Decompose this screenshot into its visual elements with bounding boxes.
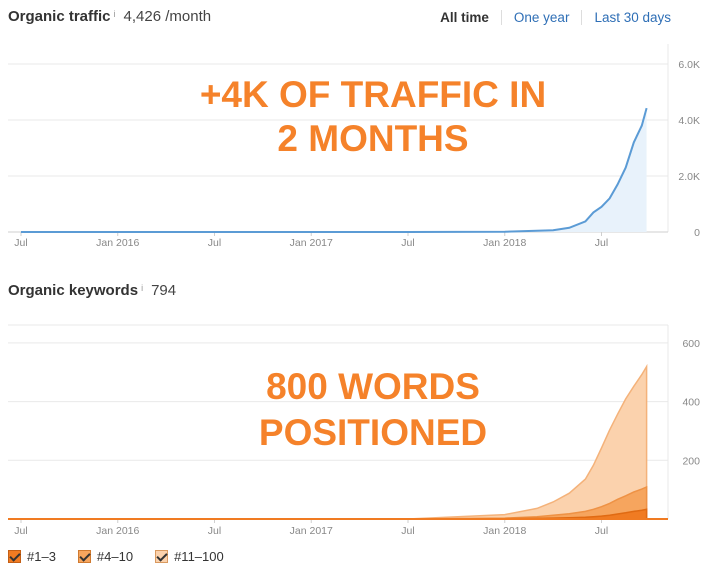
y-tick-label: 600 xyxy=(682,338,700,350)
overlay-texts: +4K OF TRAFFIC IN 2 MONTHS 800 WORDS POS… xyxy=(200,74,546,453)
y-tick-label: 400 xyxy=(682,397,700,409)
series-4-10-area xyxy=(21,485,648,520)
legend-item-11-100[interactable]: #11–100 xyxy=(155,549,224,564)
traffic-overlay-line1: +4K OF TRAFFIC IN xyxy=(200,74,546,115)
x-tick-label: Jul xyxy=(595,525,608,537)
traffic-title: Organic traffic xyxy=(8,8,111,25)
traffic-line xyxy=(21,107,648,233)
traffic-chart: 0 2.0K 4.0K 6.0K Jul Jan 2016 Jul Jan 2017 Jul Ja… xyxy=(8,44,700,249)
keywords-header: Organic keywords i 794 xyxy=(8,282,176,299)
x-tick-label: Jan 2017 xyxy=(290,237,333,249)
x-tick-label: Jan 2016 xyxy=(96,525,139,537)
keywords-overlay-line2: POSITIONED xyxy=(259,412,487,453)
y-tick-label: 6.0K xyxy=(678,59,700,71)
x-tick-label: Jul xyxy=(401,237,414,249)
x-tick-label: Jul xyxy=(14,525,27,537)
keywords-info-icon[interactable]: i xyxy=(141,283,144,293)
tab-all-time[interactable]: All time xyxy=(440,10,489,25)
tab-last-30-days[interactable]: Last 30 days xyxy=(581,10,683,25)
x-tick-label: Jul xyxy=(595,237,608,249)
legend-label: #1–3 xyxy=(27,549,56,564)
legend-label: #11–100 xyxy=(174,549,224,564)
x-tick-label: Jan 2018 xyxy=(483,237,526,249)
keywords-title: Organic keywords xyxy=(8,282,139,299)
y-tick-label: 4.0K xyxy=(678,115,700,127)
x-tick-label: Jan 2016 xyxy=(96,237,139,249)
legend-label: #4–10 xyxy=(96,549,134,564)
keywords-legend: #1–3 #4–10 #11–100 xyxy=(8,549,246,564)
x-tick-label: Jan 2017 xyxy=(290,525,333,537)
y-tick-label: 0 xyxy=(694,227,700,239)
traffic-area xyxy=(21,108,647,232)
traffic-info-icon[interactable]: i xyxy=(113,9,116,19)
traffic-overlay-line2: 2 MONTHS xyxy=(277,118,468,159)
legend-item-4-10[interactable]: #4–10 xyxy=(77,549,134,564)
traffic-header: Organic traffic i 4,426 /month xyxy=(8,8,211,25)
y-tick-label: 200 xyxy=(682,455,700,467)
series-1-3-area xyxy=(21,508,648,520)
checkbox-icon[interactable] xyxy=(155,550,169,563)
tab-one-year[interactable]: One year xyxy=(500,10,582,25)
x-tick-label: Jan 2018 xyxy=(483,525,526,537)
series-11-100-area xyxy=(21,363,648,520)
x-tick-label: Jul xyxy=(401,525,414,537)
keywords-overlay-line1: 800 WORDS xyxy=(266,366,480,407)
legend-item-1-3[interactable]: #1–3 xyxy=(8,549,56,564)
x-tick-label: Jul xyxy=(208,237,221,249)
x-tick-label: Jul xyxy=(208,525,221,537)
checkbox-icon[interactable] xyxy=(8,550,21,563)
y-tick-label: 2.0K xyxy=(678,171,700,183)
x-tick-label: Jul xyxy=(14,237,27,249)
range-tabs: All time One year Last 30 days xyxy=(428,10,683,25)
traffic-value: 4,426 /month xyxy=(123,8,212,25)
checkbox-icon[interactable] xyxy=(77,550,91,563)
keywords-value: 794 xyxy=(151,282,177,299)
keywords-chart: 200 400 600 Jul Jan 2016 Jul Jan 2017 Jul Jan 20… xyxy=(8,324,700,537)
